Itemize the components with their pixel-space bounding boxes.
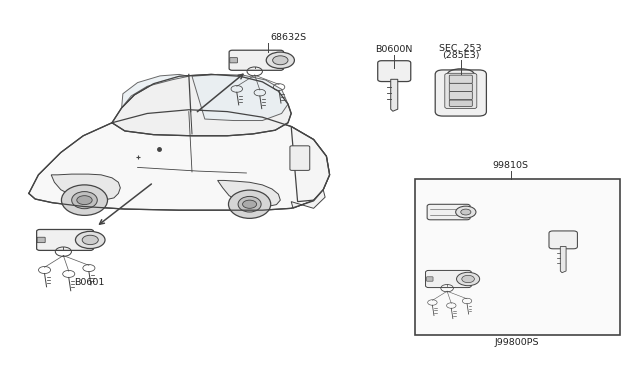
Ellipse shape bbox=[228, 190, 271, 218]
Text: B0601: B0601 bbox=[74, 278, 105, 287]
FancyBboxPatch shape bbox=[427, 204, 470, 220]
Text: J99800PS: J99800PS bbox=[495, 338, 540, 347]
Circle shape bbox=[76, 231, 105, 248]
Text: (285E3): (285E3) bbox=[442, 51, 479, 60]
Circle shape bbox=[273, 56, 288, 65]
FancyBboxPatch shape bbox=[378, 61, 411, 81]
Ellipse shape bbox=[72, 192, 97, 209]
Circle shape bbox=[462, 275, 474, 283]
Circle shape bbox=[243, 200, 257, 208]
Text: 68632S: 68632S bbox=[270, 33, 306, 42]
Polygon shape bbox=[390, 79, 398, 111]
FancyBboxPatch shape bbox=[549, 231, 577, 249]
Bar bbox=[415, 179, 620, 335]
FancyBboxPatch shape bbox=[435, 70, 486, 116]
FancyBboxPatch shape bbox=[449, 100, 472, 106]
Circle shape bbox=[77, 196, 92, 205]
Polygon shape bbox=[561, 247, 566, 273]
Ellipse shape bbox=[61, 185, 108, 215]
FancyBboxPatch shape bbox=[36, 230, 93, 250]
FancyBboxPatch shape bbox=[426, 277, 433, 281]
Polygon shape bbox=[291, 190, 325, 208]
Circle shape bbox=[456, 272, 479, 286]
Polygon shape bbox=[112, 74, 291, 136]
FancyBboxPatch shape bbox=[449, 83, 472, 92]
FancyBboxPatch shape bbox=[37, 237, 45, 243]
Polygon shape bbox=[291, 126, 330, 202]
FancyBboxPatch shape bbox=[290, 146, 310, 170]
Circle shape bbox=[461, 209, 471, 215]
FancyBboxPatch shape bbox=[229, 50, 284, 70]
FancyBboxPatch shape bbox=[445, 73, 477, 109]
Circle shape bbox=[456, 206, 476, 218]
Ellipse shape bbox=[238, 196, 261, 212]
Text: SEC. 253: SEC. 253 bbox=[440, 44, 482, 53]
FancyBboxPatch shape bbox=[449, 75, 472, 83]
Polygon shape bbox=[122, 74, 189, 108]
Text: B0600N: B0600N bbox=[376, 45, 413, 54]
FancyBboxPatch shape bbox=[230, 58, 237, 63]
Polygon shape bbox=[192, 74, 288, 121]
Text: 99810S: 99810S bbox=[493, 161, 529, 170]
Circle shape bbox=[82, 235, 99, 245]
Polygon shape bbox=[51, 174, 120, 200]
FancyBboxPatch shape bbox=[426, 270, 471, 288]
Polygon shape bbox=[218, 180, 280, 206]
Circle shape bbox=[266, 52, 294, 68]
FancyBboxPatch shape bbox=[449, 92, 472, 100]
Polygon shape bbox=[29, 110, 330, 210]
